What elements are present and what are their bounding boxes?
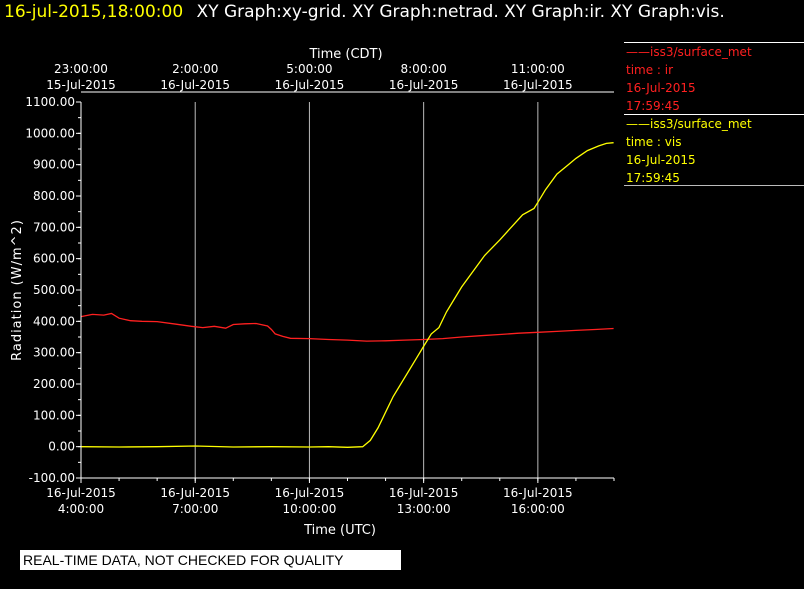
series-line-vis (80, 142, 614, 448)
top-tick-label-date: 16-Jul-2015 (389, 78, 459, 92)
top-tick-label-time: 8:00:00 (401, 62, 447, 76)
series-line-ir (80, 312, 614, 342)
y-tick-label: 100.00 (33, 408, 75, 422)
legend-vis-source-text: iss3/surface_met (650, 117, 752, 131)
legend-ir-label: time : ir (626, 63, 674, 77)
top-tick-label-date: 16-Jul-2015 (275, 78, 345, 92)
grid-lines (194, 102, 539, 478)
top-tick-label-time: 11:00:00 (511, 62, 565, 76)
header: 16-jul-2015,18:00:00 XY Graph:xy-grid. X… (4, 2, 725, 22)
y-axis-title: Radiation (W/m^2) (10, 219, 25, 361)
legend-vis-time: 17:59:45 (626, 171, 680, 185)
y-tick-label: 800.00 (33, 189, 75, 203)
top-tick-label-date: 16-Jul-2015 (503, 78, 573, 92)
x-tick-label-date: 16-Jul-2015 (275, 486, 345, 500)
top-tick-label-time: 23:00:00 (54, 62, 108, 76)
y-tick-label: 1100.00 (25, 95, 75, 109)
x-axis-title-bottom: Time (UTC) (303, 523, 376, 538)
y-tick-label: 700.00 (33, 220, 75, 234)
y-tick-label: 0.00 (48, 440, 75, 454)
legend-vis-date: 16-Jul-2015 (626, 153, 696, 167)
legend-ir-date: 16-Jul-2015 (626, 81, 696, 95)
legend-vis-label: time : vis (626, 135, 682, 149)
x-tick-label-date: 16-Jul-2015 (503, 486, 573, 500)
series-lines (80, 142, 614, 448)
top-tick-label-date: 15-Jul-2015 (46, 78, 116, 92)
x-tick-label-time: 13:00:00 (397, 502, 451, 516)
top-tick-label-time: 5:00:00 (286, 62, 332, 76)
y-tick-label: -100.00 (29, 471, 75, 485)
x-tick-label-time: 7:00:00 (172, 502, 218, 516)
y-tick-label: 400.00 (33, 314, 75, 328)
y-tick-label: 200.00 (33, 377, 75, 391)
x-tick-label-date: 16-Jul-2015 (160, 486, 230, 500)
y-tick-label: 300.00 (33, 346, 75, 360)
x-tick-label-time: 4:00:00 (58, 502, 104, 516)
legend-ir-marker: —— (626, 45, 650, 59)
legend-vis-source: ——iss3/surface_met (624, 114, 804, 133)
y-tick-label: 1000.00 (25, 126, 75, 140)
legend-vis-marker: —— (626, 117, 650, 131)
legend-divider (624, 185, 804, 186)
y-tick-label: 600.00 (33, 252, 75, 266)
legend-ir-time: 17:59:45 (626, 99, 680, 113)
legend-vis: ——iss3/surface_met time : vis 16-Jul-201… (624, 114, 804, 187)
header-datetime: 16-jul-2015,18:00:00 (4, 2, 184, 22)
y-tick-label: 500.00 (33, 283, 75, 297)
axes: -100.00 0.00 100.00 200.00 300.00 400.00 500.0… (25, 62, 615, 516)
top-tick-label-time: 2:00:00 (172, 62, 218, 76)
x-axis-title-top: Time (CDT) (308, 47, 382, 62)
legend-ir: ——iss3/surface_met time : ir 16-Jul-2015… (624, 42, 804, 115)
legend-ir-source: ——iss3/surface_met (624, 42, 804, 61)
quality-banner: REAL-TIME DATA, NOT CHECKED FOR QUALITY (20, 550, 401, 570)
x-tick-label-time: 10:00:00 (282, 502, 336, 516)
x-tick-label-date: 16-Jul-2015 (389, 486, 459, 500)
x-tick-label-date: 16-Jul-2015 (46, 486, 116, 500)
legend-ir-source-text: iss3/surface_met (650, 45, 752, 59)
header-graph-titles: XY Graph:xy-grid. XY Graph:netrad. XY Gr… (196, 2, 725, 22)
top-tick-label-date: 16-Jul-2015 (160, 78, 230, 92)
y-tick-label: 900.00 (33, 158, 75, 172)
x-tick-label-time: 16:00:00 (511, 502, 565, 516)
